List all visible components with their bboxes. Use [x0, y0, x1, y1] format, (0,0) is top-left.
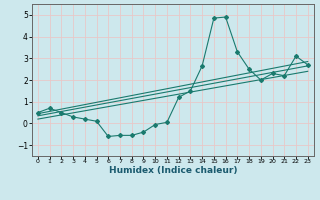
X-axis label: Humidex (Indice chaleur): Humidex (Indice chaleur): [108, 166, 237, 175]
